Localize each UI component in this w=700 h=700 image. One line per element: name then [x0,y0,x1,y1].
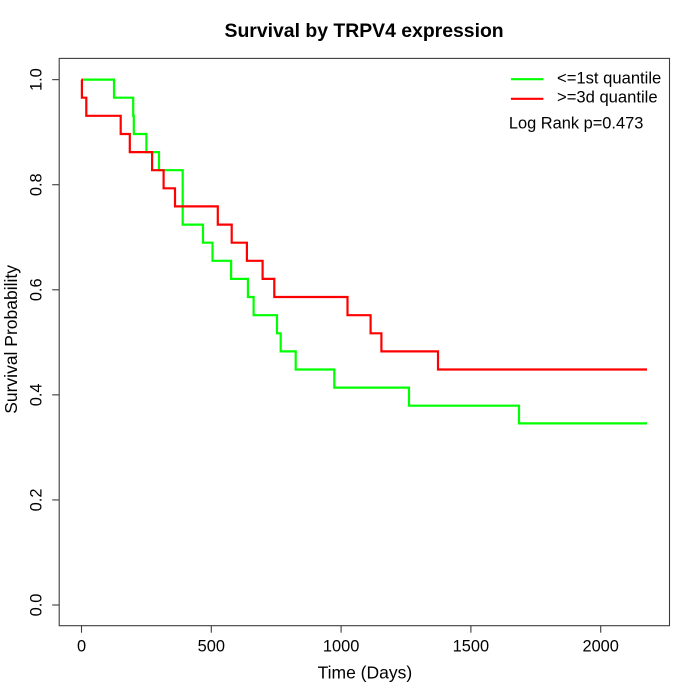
svg-text:<=1st quantile: <=1st quantile [557,69,661,88]
svg-text:0.6: 0.6 [28,278,46,301]
svg-text:0.8: 0.8 [28,173,46,196]
svg-text:Survival Probability: Survival Probability [1,265,21,414]
svg-text:2000: 2000 [582,637,618,655]
svg-text:Time (Days): Time (Days) [318,663,413,683]
svg-text:>=3d quantile: >=3d quantile [557,88,658,107]
svg-text:0: 0 [77,637,86,655]
svg-text:0.0: 0.0 [28,594,46,617]
svg-text:1500: 1500 [453,637,489,655]
svg-text:1000: 1000 [323,637,359,655]
svg-text:500: 500 [198,637,225,655]
svg-text:Survival by TRPV4 expression: Survival by TRPV4 expression [225,20,504,42]
svg-text:0.4: 0.4 [28,383,46,406]
svg-text:1.0: 1.0 [28,68,46,91]
svg-text:0.2: 0.2 [28,489,46,512]
svg-text:Log Rank p=0.473: Log Rank p=0.473 [509,115,643,133]
